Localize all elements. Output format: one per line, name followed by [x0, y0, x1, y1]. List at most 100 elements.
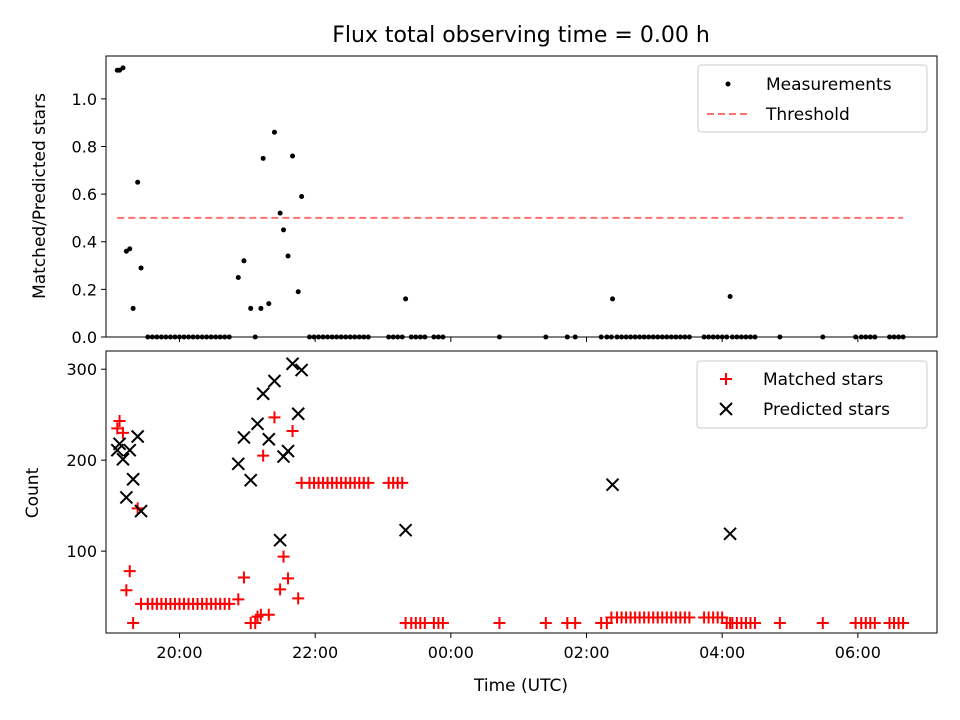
measurement-point: [858, 334, 864, 340]
measurement-point: [361, 334, 367, 340]
measurement-point: [543, 334, 549, 340]
measurement-point: [435, 334, 441, 340]
matched-star-point: [362, 476, 375, 489]
measurement-point: [727, 294, 733, 300]
measurement-point: [564, 334, 570, 340]
measurement-point: [281, 227, 287, 233]
measurement-point: [641, 334, 647, 340]
predicted-star-point: [285, 357, 300, 371]
measurement-point: [199, 334, 205, 340]
predicted-star-point: [112, 437, 127, 451]
measurement-point: [413, 334, 419, 340]
measurement-point: [295, 289, 301, 295]
measurement-point: [356, 334, 362, 340]
measurement-point: [853, 334, 859, 340]
measurement-point: [623, 334, 629, 340]
matched-star-point: [237, 571, 250, 584]
measurement-point: [290, 153, 296, 159]
measurements-legend-marker: [725, 81, 731, 87]
matched-star-point: [816, 616, 829, 629]
measurement-point: [628, 334, 634, 340]
measurement-point: [307, 334, 313, 340]
measurement-point: [659, 334, 665, 340]
measurement-point: [271, 129, 277, 135]
bottom-y-tick-label: 200: [66, 451, 97, 470]
measurement-point: [891, 334, 897, 340]
predicted-star-point: [398, 523, 413, 537]
matched-star-point: [292, 592, 305, 605]
measurement-point: [181, 334, 187, 340]
top-axes-frame: [105, 55, 938, 338]
top-y-tick-label: 1.0: [72, 90, 97, 109]
predicted-star-point: [134, 504, 148, 518]
measurement-point: [213, 334, 219, 340]
measurement-point: [777, 334, 783, 340]
top-y-tick-label: 0.0: [72, 328, 97, 347]
measurement-point: [682, 334, 688, 340]
measurement-point: [719, 334, 725, 340]
measurement-point: [217, 334, 223, 340]
measurement-point: [386, 334, 392, 340]
measurement-point: [176, 334, 182, 340]
measurement-point: [395, 334, 401, 340]
matched-star-point: [282, 572, 295, 585]
measurement-point: [610, 296, 616, 302]
x-axis-label: Time (UTC): [473, 676, 568, 696]
measurement-point: [686, 334, 692, 340]
bottom-x-tick-label: 20:00: [156, 643, 202, 662]
measurement-point: [329, 334, 335, 340]
measurement-point: [316, 334, 322, 340]
bottom-y-tick-label: 300: [66, 360, 97, 379]
measurement-point: [163, 334, 169, 340]
predicted-star-point: [231, 457, 245, 471]
measurement-point: [614, 334, 620, 340]
measurement-point: [608, 334, 614, 340]
measurement-point: [896, 334, 902, 340]
matched-star-point: [748, 616, 761, 629]
top-y-tick-label: 0.6: [72, 185, 97, 204]
measurement-point: [668, 334, 674, 340]
predicted-star-point: [605, 478, 620, 492]
matched-star-point: [539, 616, 552, 629]
measurement-point: [352, 334, 358, 340]
measurement-point: [325, 334, 331, 340]
measurement-point: [320, 334, 326, 340]
measurement-point: [190, 334, 196, 340]
measurement-point: [167, 334, 173, 340]
matched-star-point: [897, 616, 910, 629]
measurement-point: [417, 334, 423, 340]
measurement-point: [752, 334, 758, 340]
measurement-point: [365, 334, 371, 340]
measurement-point: [154, 334, 160, 340]
measurement-point: [158, 334, 164, 340]
measurement-point: [887, 334, 893, 340]
matched-star-point: [223, 597, 236, 610]
measurement-point: [248, 305, 254, 311]
measurement-point: [334, 334, 340, 340]
predicted-star-point: [262, 432, 276, 446]
measurement-point: [715, 334, 721, 340]
measurement-point: [145, 334, 151, 340]
measurement-point: [619, 334, 625, 340]
measurement-point: [135, 179, 141, 185]
matched-star-point: [436, 616, 449, 629]
bottom-x-tick-label: 04:00: [699, 643, 745, 662]
bottom-panel: 100 200 300 20:00 22:00 00:00 02:00 04:00 06:00: [66, 350, 938, 662]
predicted-star-point: [123, 443, 137, 457]
matched-star-point: [277, 550, 290, 563]
matched-legend-marker: [720, 373, 732, 385]
predicted-star-point: [294, 363, 309, 377]
measurement-point: [195, 334, 201, 340]
measurement-point: [252, 334, 258, 340]
measurement-point: [408, 334, 414, 340]
measurement-point: [650, 334, 656, 340]
chart-title: Flux total observing time = 0.00 h: [332, 23, 710, 48]
measurement-point: [127, 246, 133, 252]
predicted-star-point: [130, 429, 145, 444]
matched-star-point: [493, 616, 506, 629]
bottom-x-tick-label: 06:00: [835, 643, 881, 662]
matched-star-point: [113, 415, 126, 428]
predicted-star-point: [244, 473, 258, 487]
measurement-point: [747, 334, 753, 340]
predicted-star-point: [126, 472, 140, 486]
